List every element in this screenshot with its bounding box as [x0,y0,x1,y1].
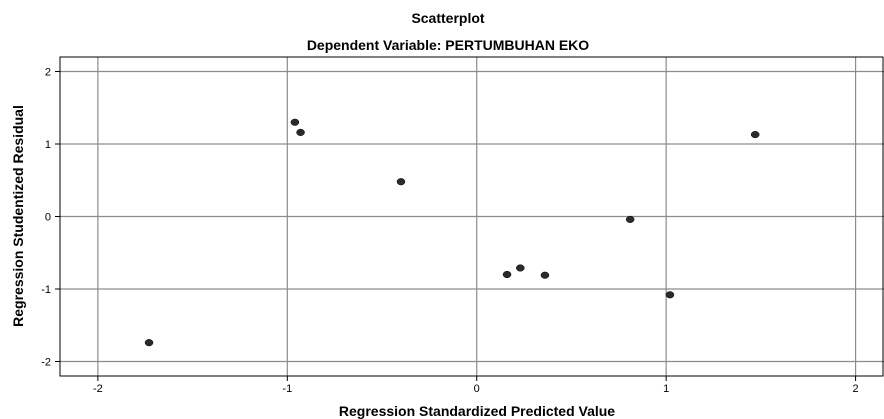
x-tick-label: -2 [93,383,103,395]
scatter-point [750,131,760,139]
x-tick-label: 2 [853,383,859,395]
x-axis-label: Regression Standardized Predicted Value [339,403,615,419]
scatter-point [296,128,305,136]
y-axis-label: Regression Studentized Residual [10,105,26,327]
y-tick-label: 0 [45,212,51,224]
chart-title: Scatterplot [411,10,484,26]
x-tick-label: 0 [474,383,480,395]
scatter-point [290,118,300,126]
y-tick-label: -2 [41,357,51,369]
x-tick-label: -1 [282,383,292,395]
scatter-point [625,215,635,223]
y-tick-label: 1 [45,139,51,151]
scatter-point [396,178,406,186]
y-tick-label: -1 [41,284,51,296]
chart-subtitle: Dependent Variable: PERTUMBUHAN EKO [307,37,589,53]
data-points [144,118,760,347]
scatter-point [502,270,512,279]
y-tick-label: 2 [45,67,51,79]
tick-marks [55,71,857,381]
scatter-point [516,264,525,272]
scatter-point [665,291,675,299]
scatter-point [540,271,550,279]
scatter-point [144,339,154,347]
x-tick-label: 1 [663,383,669,395]
tick-labels: -2 -1 0 1 2 2 1 0 -1 -2 [41,67,858,396]
grid-lines [60,57,884,376]
